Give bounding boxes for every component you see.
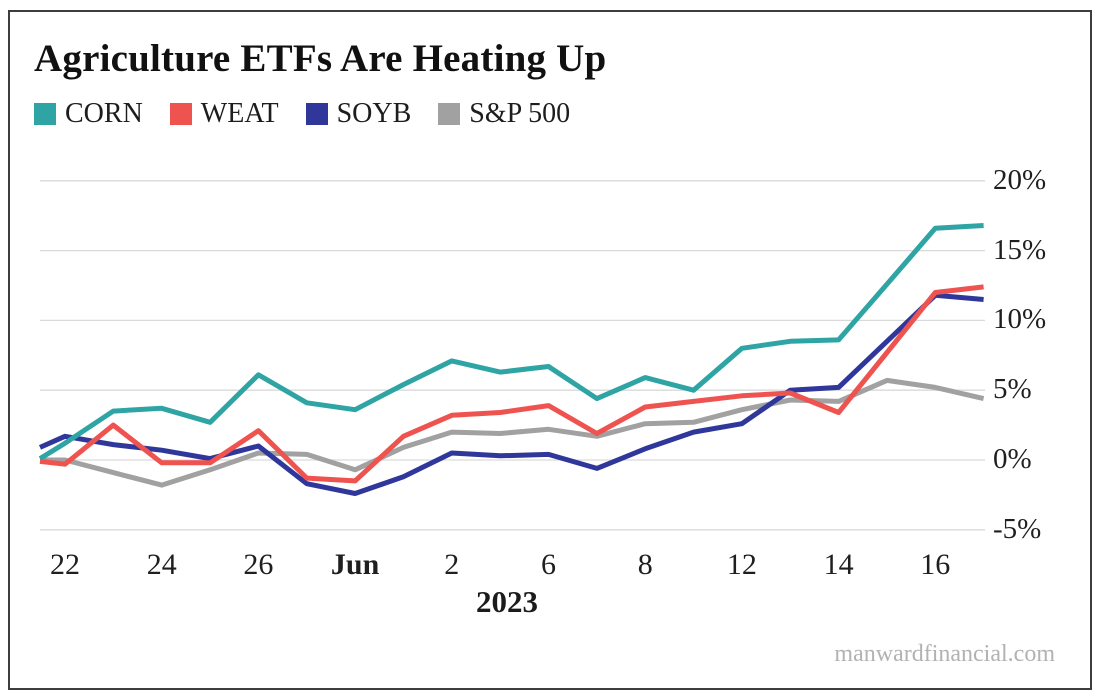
legend-label: SOYB: [336, 98, 412, 129]
y-axis-label: 0%: [993, 443, 1032, 475]
legend: CORN WEAT SOYB S&P 500: [34, 98, 570, 130]
x-axis-year-label: 2023: [476, 584, 538, 619]
x-axis-label: 12: [726, 548, 757, 581]
x-axis-label: 22: [50, 548, 80, 581]
x-axis-label: 26: [243, 548, 274, 581]
legend-swatch-weat: [169, 103, 192, 125]
legend-swatch-sp500: [438, 103, 461, 125]
y-axis-label: 15%: [993, 233, 1047, 266]
legend-item-corn: CORN: [34, 98, 143, 130]
watermark: manwardfinancial.com: [834, 641, 1055, 667]
legend-label: S&P 500: [469, 98, 571, 129]
x-axis-label: 2: [444, 548, 460, 581]
y-axis-label: 5%: [993, 373, 1032, 406]
x-axis-label: 24: [146, 548, 177, 581]
legend-item-soyb: SOYB: [305, 98, 412, 130]
chart-title: Agriculture ETFs Are Heating Up: [34, 37, 607, 80]
y-axis-label: 10%: [993, 303, 1047, 336]
x-axis-label: Jun: [330, 548, 380, 581]
y-axis-label: -5%: [993, 512, 1042, 545]
x-axis-label: 6: [541, 548, 556, 581]
line-corn: [38, 223, 984, 461]
x-axis-label: 14: [823, 548, 854, 581]
line-sp500: [40, 377, 985, 488]
line-soyb: [38, 292, 984, 496]
legend-swatch-soyb: [305, 103, 328, 125]
y-axis-label: 20%: [993, 163, 1047, 196]
line-weat: [39, 284, 984, 484]
x-axis-label: 16: [920, 548, 951, 581]
legend-item-weat: WEAT: [169, 98, 279, 130]
legend-label: WEAT: [200, 98, 279, 129]
legend-item-sp500: S&P 500: [438, 98, 570, 130]
legend-swatch-corn: [34, 103, 56, 125]
legend-label: CORN: [65, 98, 143, 129]
x-axis-label: 8: [637, 548, 653, 581]
